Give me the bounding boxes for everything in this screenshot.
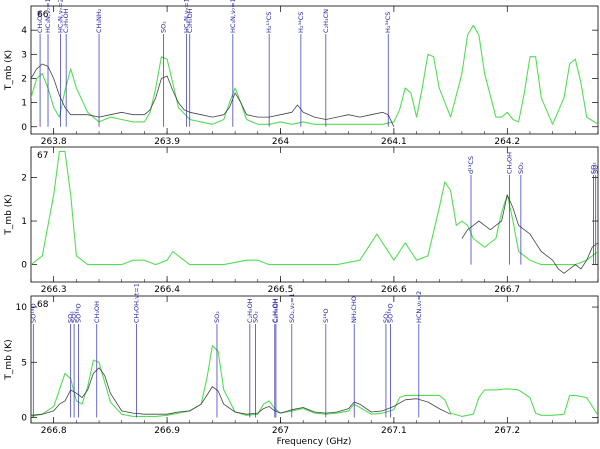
x-tick-label: 266.6 xyxy=(381,285,407,295)
series-observed xyxy=(31,63,395,127)
line-id-label: SO₂ xyxy=(589,162,597,174)
line-id-label: NH₂CHO xyxy=(350,296,358,323)
y-tick-label: 5 xyxy=(21,358,27,368)
line-id-label: C₂H₅OH xyxy=(272,298,280,323)
line-id-label: HCN,ν₂=2 xyxy=(415,291,423,323)
line-id-label: HC₃N,ν₇=1 xyxy=(182,0,190,33)
line-id-label: C₂H₅OH xyxy=(271,298,279,323)
line-id-label: d¹³CS xyxy=(467,156,475,174)
line-id-label: HC₃N,ν₇=2 xyxy=(56,0,64,33)
plot-frame xyxy=(30,5,599,135)
x-tick-label: 266.3 xyxy=(41,285,67,295)
series-observed xyxy=(31,367,451,416)
line-id-label: SO₂ xyxy=(382,311,390,323)
x-tick-label: 267.2 xyxy=(494,426,520,436)
plot-area xyxy=(31,345,598,417)
x-tick-label: 264.2 xyxy=(494,137,520,147)
x-tick-label: 263.9 xyxy=(154,137,180,147)
panel-number: 68 xyxy=(37,300,49,310)
y-tick-label: 10 xyxy=(16,303,28,313)
y-axis-title: T_mb (K) xyxy=(4,339,14,380)
line-id-label: C₂H₅OH xyxy=(186,8,194,33)
y-tick-label: 2 xyxy=(21,173,27,183)
y-axis-title: T_mb (K) xyxy=(4,194,14,235)
line-id-label: SO₂ xyxy=(213,311,221,323)
x-tick-label: 267.1 xyxy=(381,426,407,436)
y-tick-label: 4 xyxy=(21,26,27,36)
panel-number: 67 xyxy=(37,151,48,161)
line-id-label: C₂H₃CN xyxy=(322,9,330,33)
y-tick-label: 3 xyxy=(21,50,27,60)
line-id-label: SO₂ xyxy=(67,311,75,323)
line-id-label: SO₂ xyxy=(517,162,525,174)
line-id-label: SO xyxy=(592,165,600,174)
line-id-label: SO¹⁸O xyxy=(386,303,394,323)
series-model xyxy=(31,24,598,125)
line-id-label: HC₃N,ν₇=1/ν₇=3 xyxy=(229,0,237,33)
line-id-label: C₂H₅OH xyxy=(246,298,254,323)
x-tick-label: 264.1 xyxy=(381,137,407,147)
y-tick-label: 0 xyxy=(21,261,27,271)
x-tick-label: 266.5 xyxy=(268,285,294,295)
y-tick-label: 2 xyxy=(21,74,27,84)
series-observed xyxy=(461,194,598,274)
line-id-label: CH₃OH xyxy=(93,301,101,323)
line-id-label: CH₃OH xyxy=(506,152,514,174)
plot-frame xyxy=(30,295,599,424)
x-tick-label: 266.4 xyxy=(154,285,180,295)
y-tick-label: 0 xyxy=(21,123,27,133)
line-id-label: SO₂,ν₂=1 xyxy=(288,293,296,323)
y-tick-label: 0 xyxy=(21,413,27,423)
line-id-label: H₂¹³CS xyxy=(265,12,273,33)
line-id-label: HC₃N,ν₇=1 xyxy=(44,0,52,33)
x-tick-label: 266.7 xyxy=(494,285,520,295)
line-id-label: CH₃NH₂ xyxy=(95,8,103,33)
line-id-label: CH₃OH xyxy=(36,11,44,33)
series-model xyxy=(31,345,598,417)
line-id-label: S¹⁸O xyxy=(322,309,330,323)
x-tick-label: 263.8 xyxy=(41,137,67,147)
line-id-label: SO¹⁸O xyxy=(75,303,83,323)
line-id-label: SO₂ xyxy=(252,311,260,323)
spectrum-panel-67: 266.3 266.4 266.5 266.6 266.7 0 1 2 T_mb (K) 67 d¹… xyxy=(4,146,600,295)
panel-number: 66 xyxy=(37,10,49,20)
line-id-label: H₂³⁴CS xyxy=(297,12,305,33)
y-axis-title: T_mb (K) xyxy=(4,50,14,91)
y-tick-label: 1 xyxy=(21,217,27,227)
x-tick-label: 264 xyxy=(272,137,289,147)
x-tick-label: 266.9 xyxy=(154,426,180,436)
x-axis-title: Frequency (GHz) xyxy=(277,437,352,447)
line-id-label: H₂³⁴CS xyxy=(384,12,392,33)
x-tick-label: 267 xyxy=(272,426,289,436)
x-tick-label: 266.8 xyxy=(41,426,67,436)
line-id-label: CH₃OH,νt=1 xyxy=(132,283,140,323)
plot-frame xyxy=(30,146,599,283)
y-tick-label: 1 xyxy=(21,99,27,109)
plot-area xyxy=(31,150,598,274)
line-id-label: SO₂ xyxy=(160,21,168,33)
plot-area xyxy=(31,24,598,127)
line-id-label: C₂H₅OH xyxy=(62,8,70,33)
line-id-label: SO¹⁸O xyxy=(29,303,37,323)
line-id-label: SO₂ xyxy=(70,311,78,323)
